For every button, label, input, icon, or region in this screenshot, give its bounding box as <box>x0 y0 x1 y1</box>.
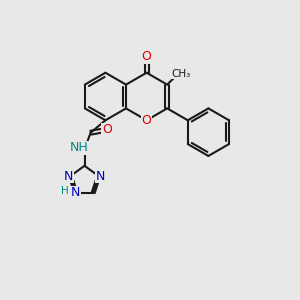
Text: O: O <box>142 114 152 127</box>
Text: N: N <box>95 169 105 183</box>
Text: NH: NH <box>70 142 88 154</box>
Text: O: O <box>102 123 112 136</box>
Text: N: N <box>64 169 74 183</box>
Text: CH₃: CH₃ <box>172 69 191 79</box>
Text: H: H <box>61 186 68 196</box>
Text: N: N <box>71 186 80 199</box>
Text: O: O <box>142 50 152 63</box>
